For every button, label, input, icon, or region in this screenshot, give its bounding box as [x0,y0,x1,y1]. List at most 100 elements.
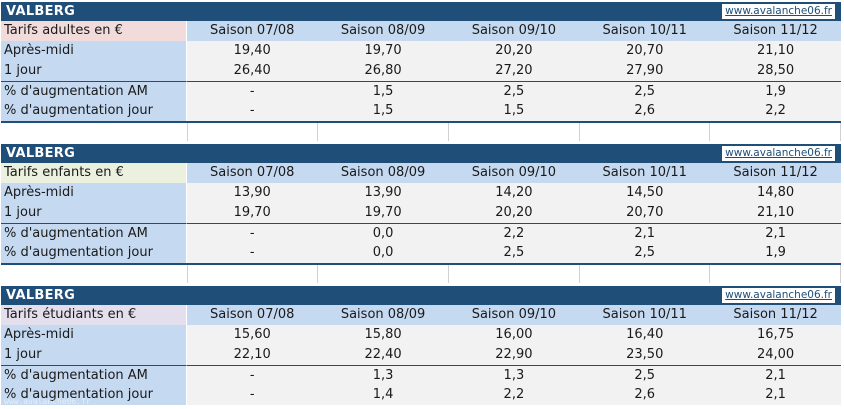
season-header: Saison 10/11 [579,305,711,325]
header-label: Tarifs enfants en € [1,163,187,183]
price-cell: 26,40 [186,61,318,81]
price-cell: 28,50 [710,61,841,81]
season-header: Saison 07/08 [186,21,318,41]
percent-cell: 1,4 [317,385,449,405]
row-label: % d'augmentation AM [1,223,187,243]
site-link[interactable]: www.avalanche06.fr [722,288,835,303]
table-student-prices: VALBERG www.avalanche06.fr Tarifs étudia… [1,286,841,405]
percent-cell: - [186,81,318,101]
percent-cell: 2,1 [579,223,711,243]
table-row: 1 jour 26,40 26,80 27,20 27,90 28,50 [1,61,841,81]
table-row: Après-midi 19,40 19,70 20,20 20,70 21,10 [1,41,841,61]
percent-cell: 1,9 [710,81,841,101]
price-cell: 15,60 [186,325,318,345]
table-row: Après-midi 15,60 15,80 16,00 16,40 16,75 [1,325,841,345]
row-label: % d'augmentation jour [1,385,187,405]
percent-cell: - [186,101,318,121]
percent-cell: 2,2 [448,385,580,405]
station-title: VALBERG [6,288,76,303]
watermark: www.avalanche06.fr [4,397,91,406]
header-label: Tarifs adultes en € [1,21,187,41]
price-cell: 22,40 [317,345,449,365]
row-label: % d'augmentation AM [1,365,187,385]
table-row: % d'augmentation jour - 1,5 1,5 2,6 2,2 [1,101,841,121]
header-row: Tarifs adultes en € Saison 07/08 Saison … [1,21,841,41]
price-cell: 19,70 [317,41,449,61]
price-cell: 16,00 [448,325,580,345]
percent-cell: 2,5 [448,243,580,263]
row-label: % d'augmentation AM [1,81,187,101]
percent-cell: 2,6 [579,385,711,405]
percent-cell: - [186,385,318,405]
table-title-bar: VALBERG www.avalanche06.fr [1,286,841,305]
season-header: Saison 08/09 [317,305,449,325]
season-header: Saison 07/08 [186,163,318,183]
table-title-bar: VALBERG www.avalanche06.fr [1,144,841,163]
price-cell: 14,50 [579,183,711,203]
row-label: Après-midi [1,183,187,203]
price-cell: 19,40 [186,41,318,61]
row-label: 1 jour [1,203,187,223]
table-row: 1 jour 22,10 22,40 22,90 23,50 24,00 [1,345,841,365]
table-bottom-border [1,263,841,265]
table-row: % d'augmentation jour - 0,0 2,5 2,5 1,9 [1,243,841,263]
season-header: Saison 10/11 [579,21,711,41]
season-header: Saison 08/09 [317,163,449,183]
percent-cell: - [186,365,318,385]
price-cell: 26,80 [317,61,449,81]
table-row: % d'augmentation jour - 1,4 2,2 2,6 2,1 [1,385,841,405]
price-cell: 23,50 [579,345,711,365]
percent-cell: 1,5 [317,81,449,101]
percent-cell: 1,3 [317,365,449,385]
table-row: Après-midi 13,90 13,90 14,20 14,50 14,80 [1,183,841,203]
price-cell: 27,20 [448,61,580,81]
row-label: Après-midi [1,325,187,345]
table-adult-prices: VALBERG www.avalanche06.fr Tarifs adulte… [1,2,841,141]
station-title: VALBERG [6,146,76,161]
spacer-row [1,123,841,141]
season-header: Saison 08/09 [317,21,449,41]
row-label: 1 jour [1,345,187,365]
season-header: Saison 09/10 [448,305,580,325]
price-cell: 16,75 [710,325,841,345]
price-cell: 27,90 [579,61,711,81]
price-cell: 22,90 [448,345,580,365]
row-label: % d'augmentation jour [1,243,187,263]
table-child-prices: VALBERG www.avalanche06.fr Tarifs enfant… [1,144,841,283]
percent-cell: 1,5 [448,101,580,121]
site-link[interactable]: www.avalanche06.fr [722,146,835,161]
price-cell: 14,20 [448,183,580,203]
table-row: % d'augmentation AM - 1,5 2,5 2,5 1,9 [1,81,841,101]
table-row: 1 jour 19,70 19,70 20,20 20,70 21,10 [1,203,841,223]
percent-cell: 0,0 [317,223,449,243]
season-header: Saison 11/12 [710,21,841,41]
season-header: Saison 09/10 [448,163,580,183]
percent-cell: 0,0 [317,243,449,263]
percent-cell: 2,6 [579,101,711,121]
price-cell: 13,90 [317,183,449,203]
site-link[interactable]: www.avalanche06.fr [722,4,835,19]
price-cell: 19,70 [317,203,449,223]
row-label: Après-midi [1,41,187,61]
price-cell: 19,70 [186,203,318,223]
spacer-row [1,265,841,283]
percent-cell: 2,5 [579,81,711,101]
table-bottom-border [1,121,841,123]
percent-cell: 1,5 [317,101,449,121]
season-header: Saison 09/10 [448,21,580,41]
price-cell: 21,10 [710,203,841,223]
table-row: % d'augmentation AM - 0,0 2,2 2,1 2,1 [1,223,841,243]
price-cell: 13,90 [186,183,318,203]
table-title-bar: VALBERG www.avalanche06.fr [1,2,841,21]
percent-cell: 2,1 [710,223,841,243]
season-header: Saison 07/08 [186,305,318,325]
percent-cell: - [186,243,318,263]
table-row: % d'augmentation AM - 1,3 1,3 2,5 2,1 [1,365,841,385]
header-row: Tarifs enfants en € Saison 07/08 Saison … [1,163,841,183]
percent-cell: 2,1 [710,385,841,405]
price-cell: 20,20 [448,41,580,61]
price-cell: 16,40 [579,325,711,345]
price-cell: 24,00 [710,345,841,365]
percent-cell: 1,9 [710,243,841,263]
percent-cell: 2,5 [448,81,580,101]
